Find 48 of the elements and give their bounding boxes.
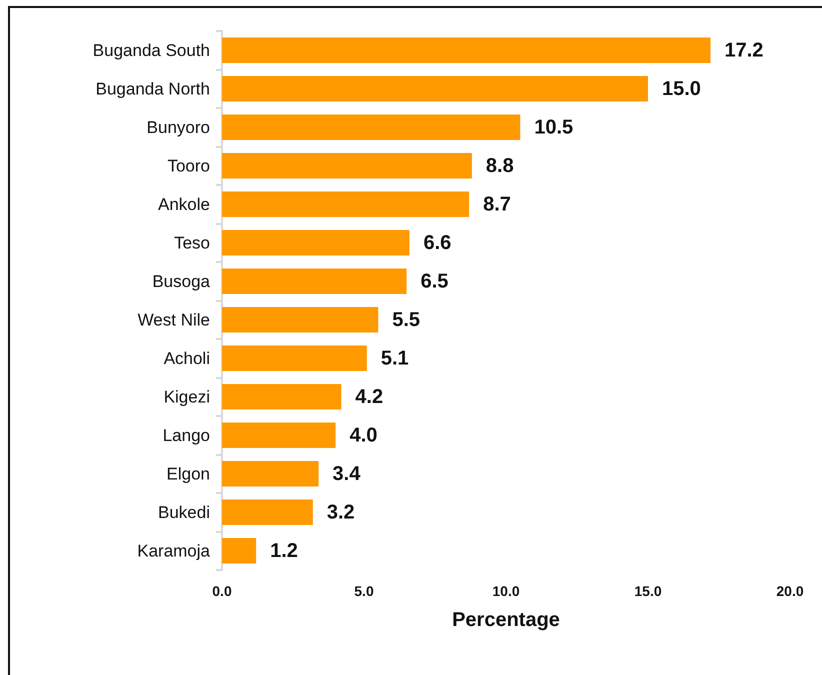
data-label: 6.5 — [420, 270, 448, 292]
y-tick-label: Teso — [174, 233, 210, 252]
y-tick-label: Lango — [162, 426, 210, 445]
bar — [222, 307, 378, 332]
y-tick-label: Karamoja — [137, 541, 211, 560]
bar — [222, 384, 342, 410]
bar — [222, 76, 648, 102]
bar — [222, 192, 470, 217]
y-tick-label: Acholi — [164, 348, 210, 368]
x-tick-label: 5.0 — [354, 583, 374, 599]
y-tick-label: Tooro — [167, 156, 210, 176]
bar — [222, 114, 520, 140]
x-tick-label: 10.0 — [492, 583, 520, 599]
y-tick-label: Ankole — [158, 194, 210, 214]
y-tick-label: Bukedi — [158, 502, 210, 522]
bar — [222, 422, 336, 448]
data-label: 5.1 — [380, 347, 409, 370]
data-label: 6.6 — [423, 232, 452, 254]
bar — [222, 346, 367, 371]
bar — [222, 153, 472, 178]
data-label: 10.5 — [534, 116, 574, 138]
y-tick-label: Elgon — [166, 464, 210, 484]
data-label: 15.0 — [662, 78, 701, 100]
data-label: 17.2 — [724, 39, 764, 62]
x-axis-title: Percentage — [452, 609, 560, 631]
data-label: 5.5 — [392, 308, 420, 331]
x-tick-label: 15.0 — [634, 583, 662, 599]
y-tick-label: Buganda South — [92, 40, 210, 60]
data-label: 8.7 — [483, 193, 511, 216]
y-tick-label: Buganda North — [96, 79, 210, 98]
bar — [222, 230, 410, 256]
bar — [222, 538, 256, 564]
x-tick-label: 0.0 — [212, 583, 232, 599]
data-label: 3.2 — [326, 501, 355, 524]
data-label: 8.8 — [486, 154, 514, 177]
bar — [222, 38, 710, 63]
y-tick-label: Kigezi — [164, 387, 210, 406]
y-tick-label: Bunyoro — [146, 118, 210, 137]
y-tick-label: Busoga — [152, 272, 211, 291]
data-label: 3.4 — [332, 462, 362, 485]
y-tick-label: West Nile — [138, 310, 210, 330]
data-label: 1.2 — [270, 540, 298, 562]
data-label: 4.2 — [355, 386, 384, 408]
bar — [222, 500, 313, 525]
x-tick-label: 20.0 — [776, 583, 804, 599]
bar — [222, 461, 319, 486]
bar — [222, 268, 407, 294]
data-label: 4.0 — [350, 424, 378, 446]
